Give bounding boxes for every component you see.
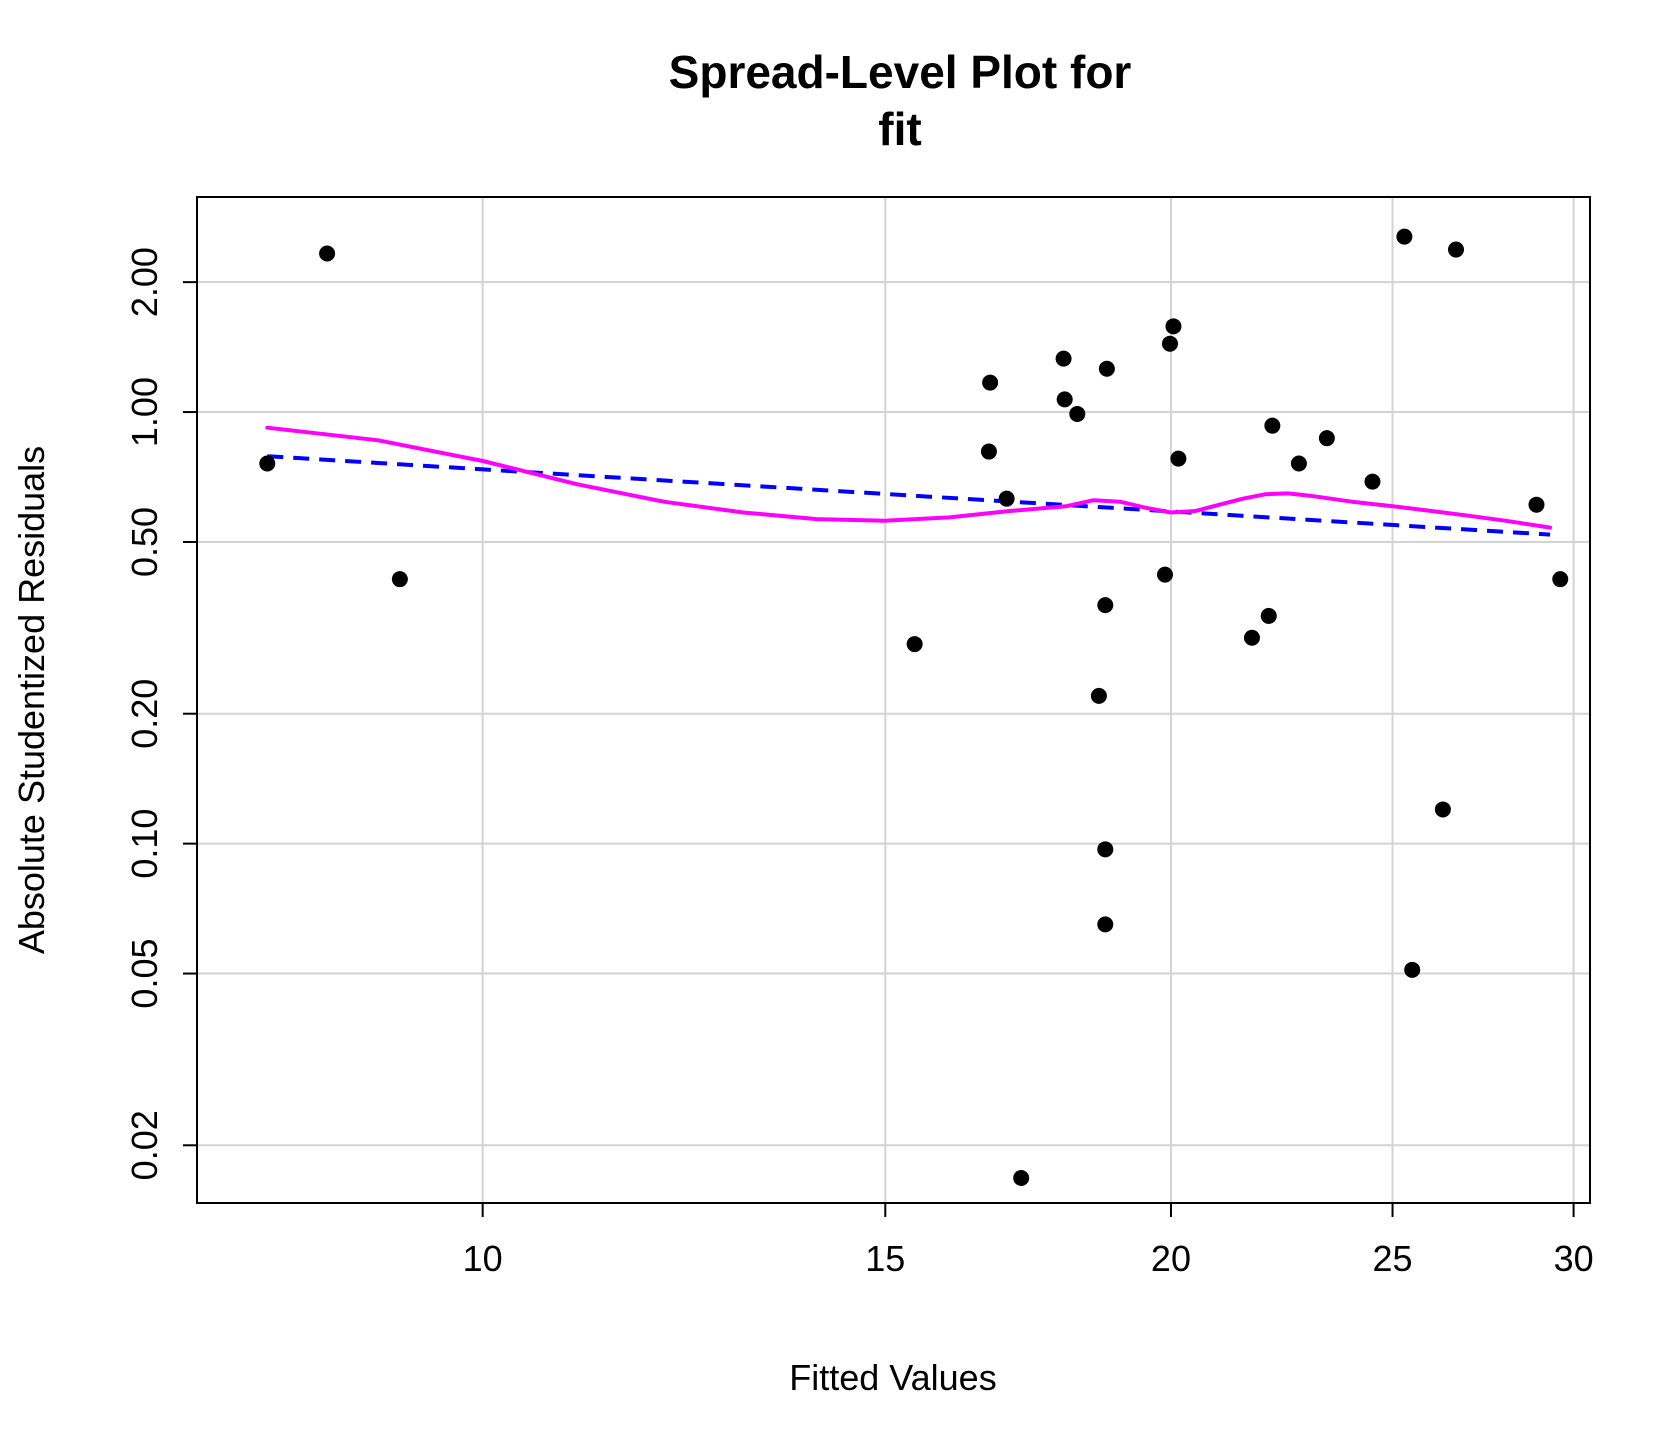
x-axis: 10 15 20 25 30 [463,1203,1594,1279]
y-axis: 0.02 0.05 0.10 0.20 0.50 1.00 2.00 [124,247,197,1180]
data-point [1396,228,1413,245]
y-axis-title: Absolute Studentized Residuals [11,446,52,954]
data-point [1097,916,1114,933]
data-point [980,443,997,460]
data-point [1098,360,1115,377]
data-point [1290,455,1307,472]
y-tick-label: 0.02 [124,1110,165,1180]
data-points [259,228,1569,1186]
x-tick-label: 10 [463,1238,503,1279]
y-tick-label: 0.10 [124,809,165,879]
data-point [391,571,408,588]
data-point [998,490,1015,507]
data-point [1170,450,1187,467]
data-point [1404,961,1421,978]
y-tick-label: 1.00 [124,377,165,447]
chart-title-line-2: fit [878,103,921,155]
data-point [1364,473,1381,490]
x-tick-label: 20 [1151,1238,1191,1279]
data-point [982,374,999,391]
linear-fit-line [267,454,1551,537]
x-tick-label: 25 [1373,1238,1413,1279]
y-tick-label: 0.50 [124,507,165,577]
data-point [1264,417,1281,434]
smooth-fit-line [265,425,1553,530]
data-point [1156,566,1173,583]
data-point [1552,571,1569,588]
data-point [1318,430,1335,447]
fit-lines [265,425,1553,537]
x-tick-label: 30 [1554,1238,1594,1279]
data-point [1097,841,1114,858]
data-point [1161,335,1178,352]
data-point [1448,241,1465,258]
data-point [1090,687,1107,704]
y-tick-label: 0.05 [124,939,165,1009]
data-point [1260,607,1277,624]
grid-lines [197,197,1590,1203]
x-tick-label: 15 [865,1238,905,1279]
data-point [319,245,336,262]
data-point [1097,597,1114,614]
data-point [1165,318,1182,335]
data-point [1055,350,1072,367]
data-point [906,636,923,653]
chart-title-line-1: Spread-Level Plot for [669,46,1132,98]
x-axis-title: Fitted Values [789,1357,996,1398]
y-tick-label: 0.20 [124,679,165,749]
y-tick-label: 2.00 [124,247,165,317]
data-point [1069,405,1086,422]
data-point [1528,496,1545,513]
data-point [259,455,276,472]
data-point [1056,391,1073,408]
plot-frame [196,196,1591,1204]
data-point [1013,1169,1030,1186]
data-point [1434,801,1451,818]
data-point [1243,629,1260,646]
